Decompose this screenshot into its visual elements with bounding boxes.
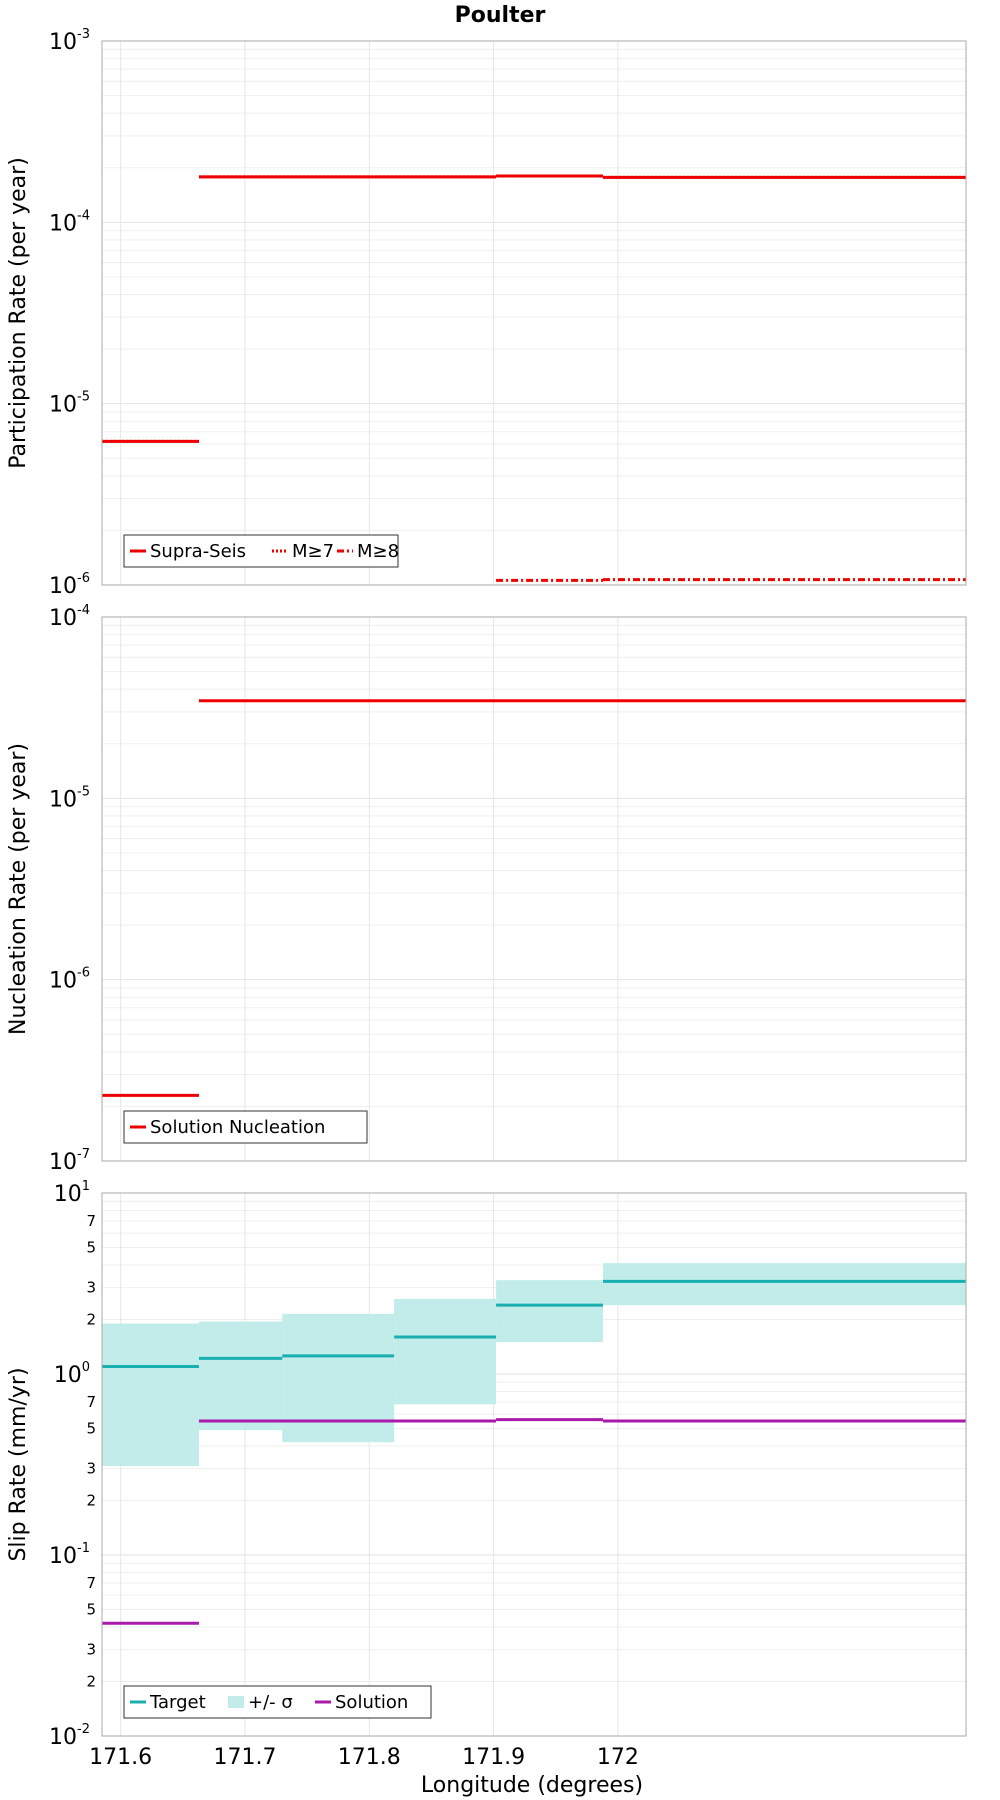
y-minor-tick-label: 3 (86, 1641, 96, 1659)
y-tick-label: 10-6 (49, 571, 90, 599)
plot-frame (101, 40, 967, 586)
panels: 10-6 10-5 10-4 10-3 Participation Rate (per … (6, 27, 967, 1770)
sigma-band (496, 1280, 603, 1343)
y-tick-label: 10-3 (49, 27, 90, 55)
legend-box (123, 1685, 432, 1719)
legend-label: Target (149, 1692, 206, 1713)
y-minor-tick-label: 7 (86, 1393, 96, 1411)
y-tick-label: 10-4 (49, 208, 90, 236)
panel-2: 10-7 10-6 10-5 10-4 Nucleation Rate (per yea… (6, 603, 967, 1175)
y-tick-label: 10-5 (49, 390, 90, 418)
x-tick-label: 171.9 (462, 1745, 525, 1770)
legend: Target +/- σ Solution (123, 1685, 432, 1719)
y-minor-tick-label: 5 (86, 1600, 96, 1618)
sigma-band (394, 1298, 497, 1405)
y-tick-label: 10-6 (49, 966, 90, 994)
sigma-band (602, 1263, 966, 1306)
y-minor-tick-label: 2 (86, 1673, 96, 1691)
legend-label: M≥7 (292, 541, 334, 562)
y-minor-tick-label: 2 (86, 1492, 96, 1510)
sigma-band (102, 1323, 199, 1467)
plot-frame (101, 616, 967, 1162)
y-tick-label: 10-5 (49, 784, 90, 812)
y-minor-tick-label: 5 (86, 1238, 96, 1256)
y-axis-label: Slip Rate (mm/yr) (6, 1367, 31, 1561)
legend-label: Solution Nucleation (150, 1117, 325, 1138)
x-tick-label: 172 (597, 1745, 639, 1770)
y-minor-tick-label: 3 (86, 1460, 96, 1478)
x-tick-label: 171.7 (213, 1745, 276, 1770)
legend: Solution Nucleation (123, 1110, 368, 1144)
y-tick-label: 10-4 (49, 603, 90, 631)
y-minor-tick-label: 5 (86, 1419, 96, 1437)
y-minor-tick-label: 2 (86, 1311, 96, 1329)
legend-label: Supra-Seis (150, 541, 246, 562)
panel-1: 10-6 10-5 10-4 10-3 Participation Rate (per … (6, 27, 967, 599)
y-tick-label: 10-7 (49, 1147, 90, 1175)
legend-box (123, 1110, 368, 1144)
plot-frame (101, 1192, 967, 1737)
x-tick-label: 171.8 (338, 1745, 401, 1770)
sigma-band (198, 1321, 283, 1431)
chart-title: Poulter (455, 3, 546, 28)
y-axis-label: Participation Rate (per year) (6, 157, 31, 469)
x-tick-label: 171.6 (89, 1745, 152, 1770)
y-minor-tick-label: 7 (86, 1574, 96, 1592)
y-minor-tick-label: 7 (86, 1212, 96, 1230)
legend: Supra-Seis M≥7 M≥8 (123, 534, 399, 568)
sigma-band (282, 1313, 395, 1443)
legend-label: M≥8 (357, 541, 399, 562)
legend-swatch (228, 1696, 244, 1708)
legend-label: Solution (335, 1692, 408, 1713)
y-minor-tick-label: 3 (86, 1279, 96, 1297)
y-axis-label: Nucleation Rate (per year) (6, 743, 31, 1035)
panel-3: 10-2 10-1 100 101 2 3 5 7 2 3 5 7 2 3 5 7 Slip Rate (mm/… (6, 1179, 967, 1750)
x-axis-label: Longitude (degrees) (421, 1773, 643, 1798)
y-tick-label: 101 (54, 1179, 90, 1207)
y-tick-label: 10-1 (49, 1541, 90, 1569)
y-tick-label: 100 (54, 1360, 90, 1388)
y-tick-label: 10-2 (49, 1722, 90, 1750)
legend-label: +/- σ (248, 1692, 293, 1713)
